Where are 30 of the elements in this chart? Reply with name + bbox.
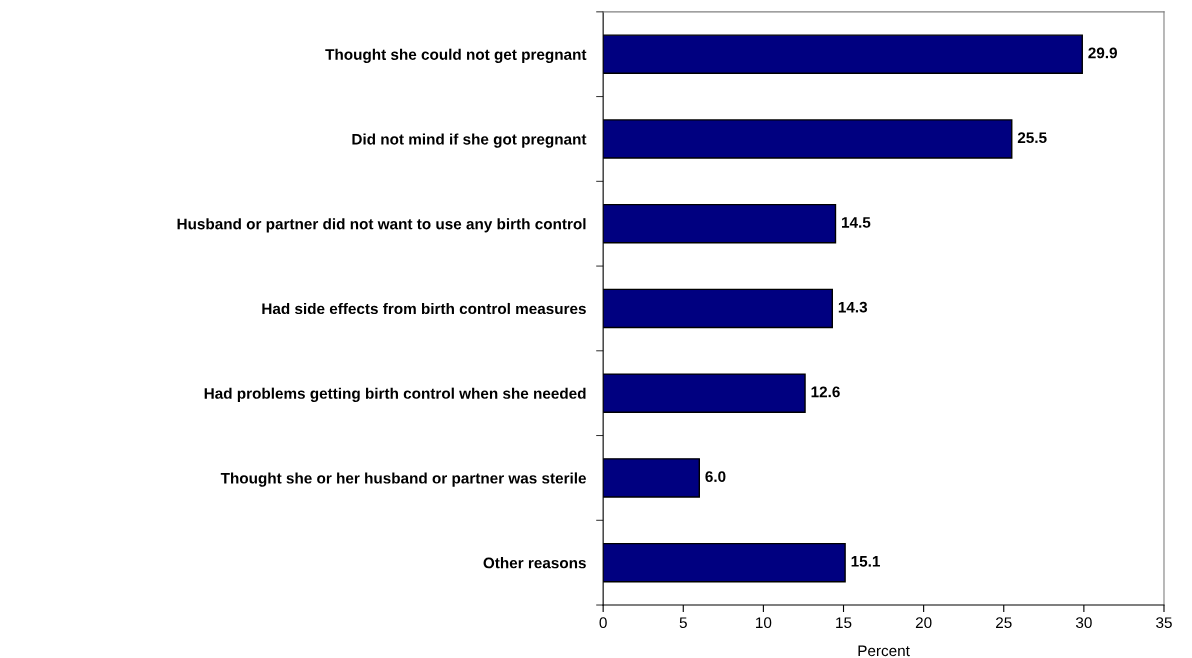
x-axis-title: Percent [858,645,910,657]
x-tick-label: 0 [599,617,607,629]
bar [603,373,806,413]
x-tick-label: 15 [836,617,852,629]
x-tick-label: 20 [915,617,932,629]
bar [603,34,1083,74]
x-tick-label: 30 [1075,617,1092,629]
data-label: 6.0 [705,471,726,483]
bar [603,203,837,244]
bar [603,119,1013,159]
data-label: 29.9 [1088,47,1117,59]
y-tick-label: Did not mind if she got pregnant [352,133,587,148]
y-tick-label: Had side effects from birth control measures [262,302,586,315]
x-tick-label: 25 [996,617,1012,629]
bar [603,288,833,329]
y-tick-label: Other reasons [483,557,586,569]
y-tick-label: Husband or partner did not want to use any birth control [177,218,586,233]
y-tick-label: Had problems getting birth control when she needed [204,387,586,402]
y-tick-label: Thought she or her husband or partner was sterile [220,472,586,487]
data-label: 25.5 [1017,132,1047,144]
bar [603,542,846,583]
data-label: 15.1 [851,556,880,567]
data-label: 14.5 [842,217,871,228]
x-tick-label: 5 [679,617,687,629]
data-label: 14.3 [838,301,868,313]
data-label: 12.6 [811,386,840,398]
bar [603,458,700,498]
x-tick-label: 10 [756,617,772,629]
y-tick-label: Thought she could not get pregnant [325,48,587,63]
x-tick-label: 35 [1156,617,1172,629]
